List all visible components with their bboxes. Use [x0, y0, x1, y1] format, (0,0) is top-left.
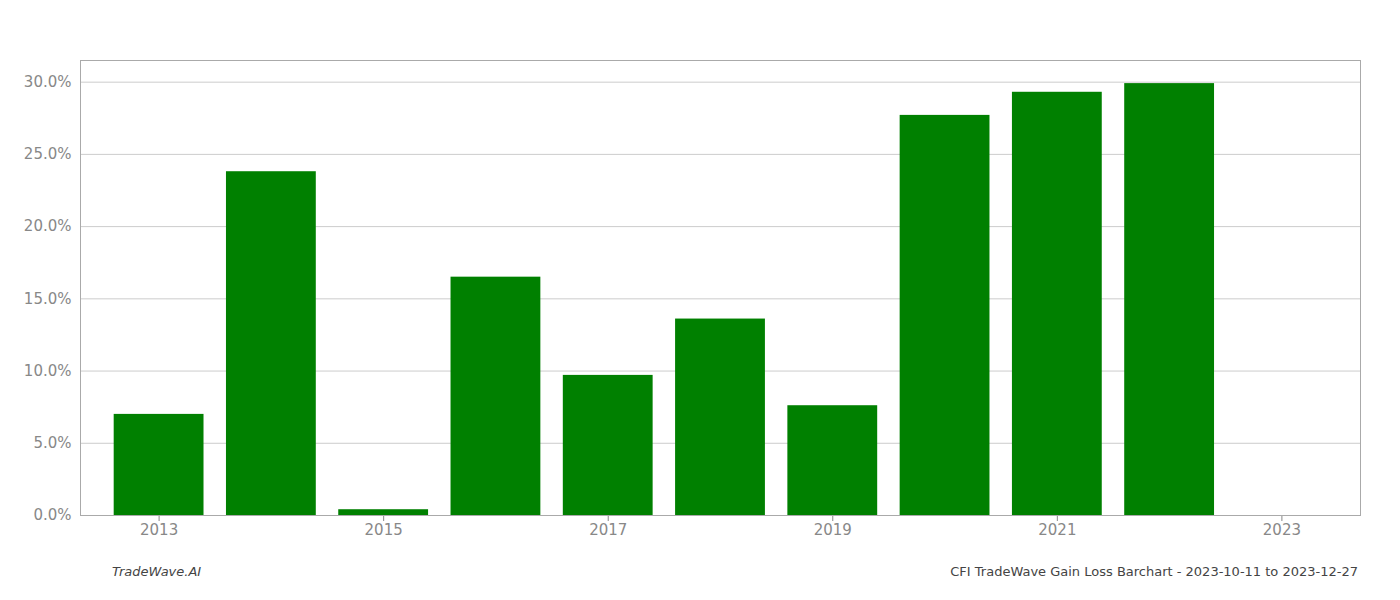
html-text:TradeWave.AI: TradeWave.AI — [112, 564, 202, 579]
svg-text:25.0%: 25.0% — [24, 145, 72, 163]
svg-text:2023: 2023 — [1263, 521, 1301, 539]
svg-text:2017: 2017 — [589, 521, 627, 539]
svg-text:2013: 2013 — [140, 521, 178, 539]
svg-text:2021: 2021 — [1038, 521, 1076, 539]
svg-text:30.0%: 30.0% — [24, 73, 72, 91]
svg-text:5.0%: 5.0% — [33, 434, 71, 452]
svg-text:15.0%: 15.0% — [24, 290, 72, 308]
svg-text:2019: 2019 — [814, 521, 852, 539]
svg-text:2015: 2015 — [365, 521, 403, 539]
html-text:CFI TradeWave Gain Loss Barcha: CFI TradeWave Gain Loss Barchart - 2023-… — [950, 564, 1358, 579]
svg-text:20.0%: 20.0% — [24, 217, 72, 235]
svg-text:10.0%: 10.0% — [24, 362, 72, 380]
svg-text:0.0%: 0.0% — [33, 506, 71, 524]
